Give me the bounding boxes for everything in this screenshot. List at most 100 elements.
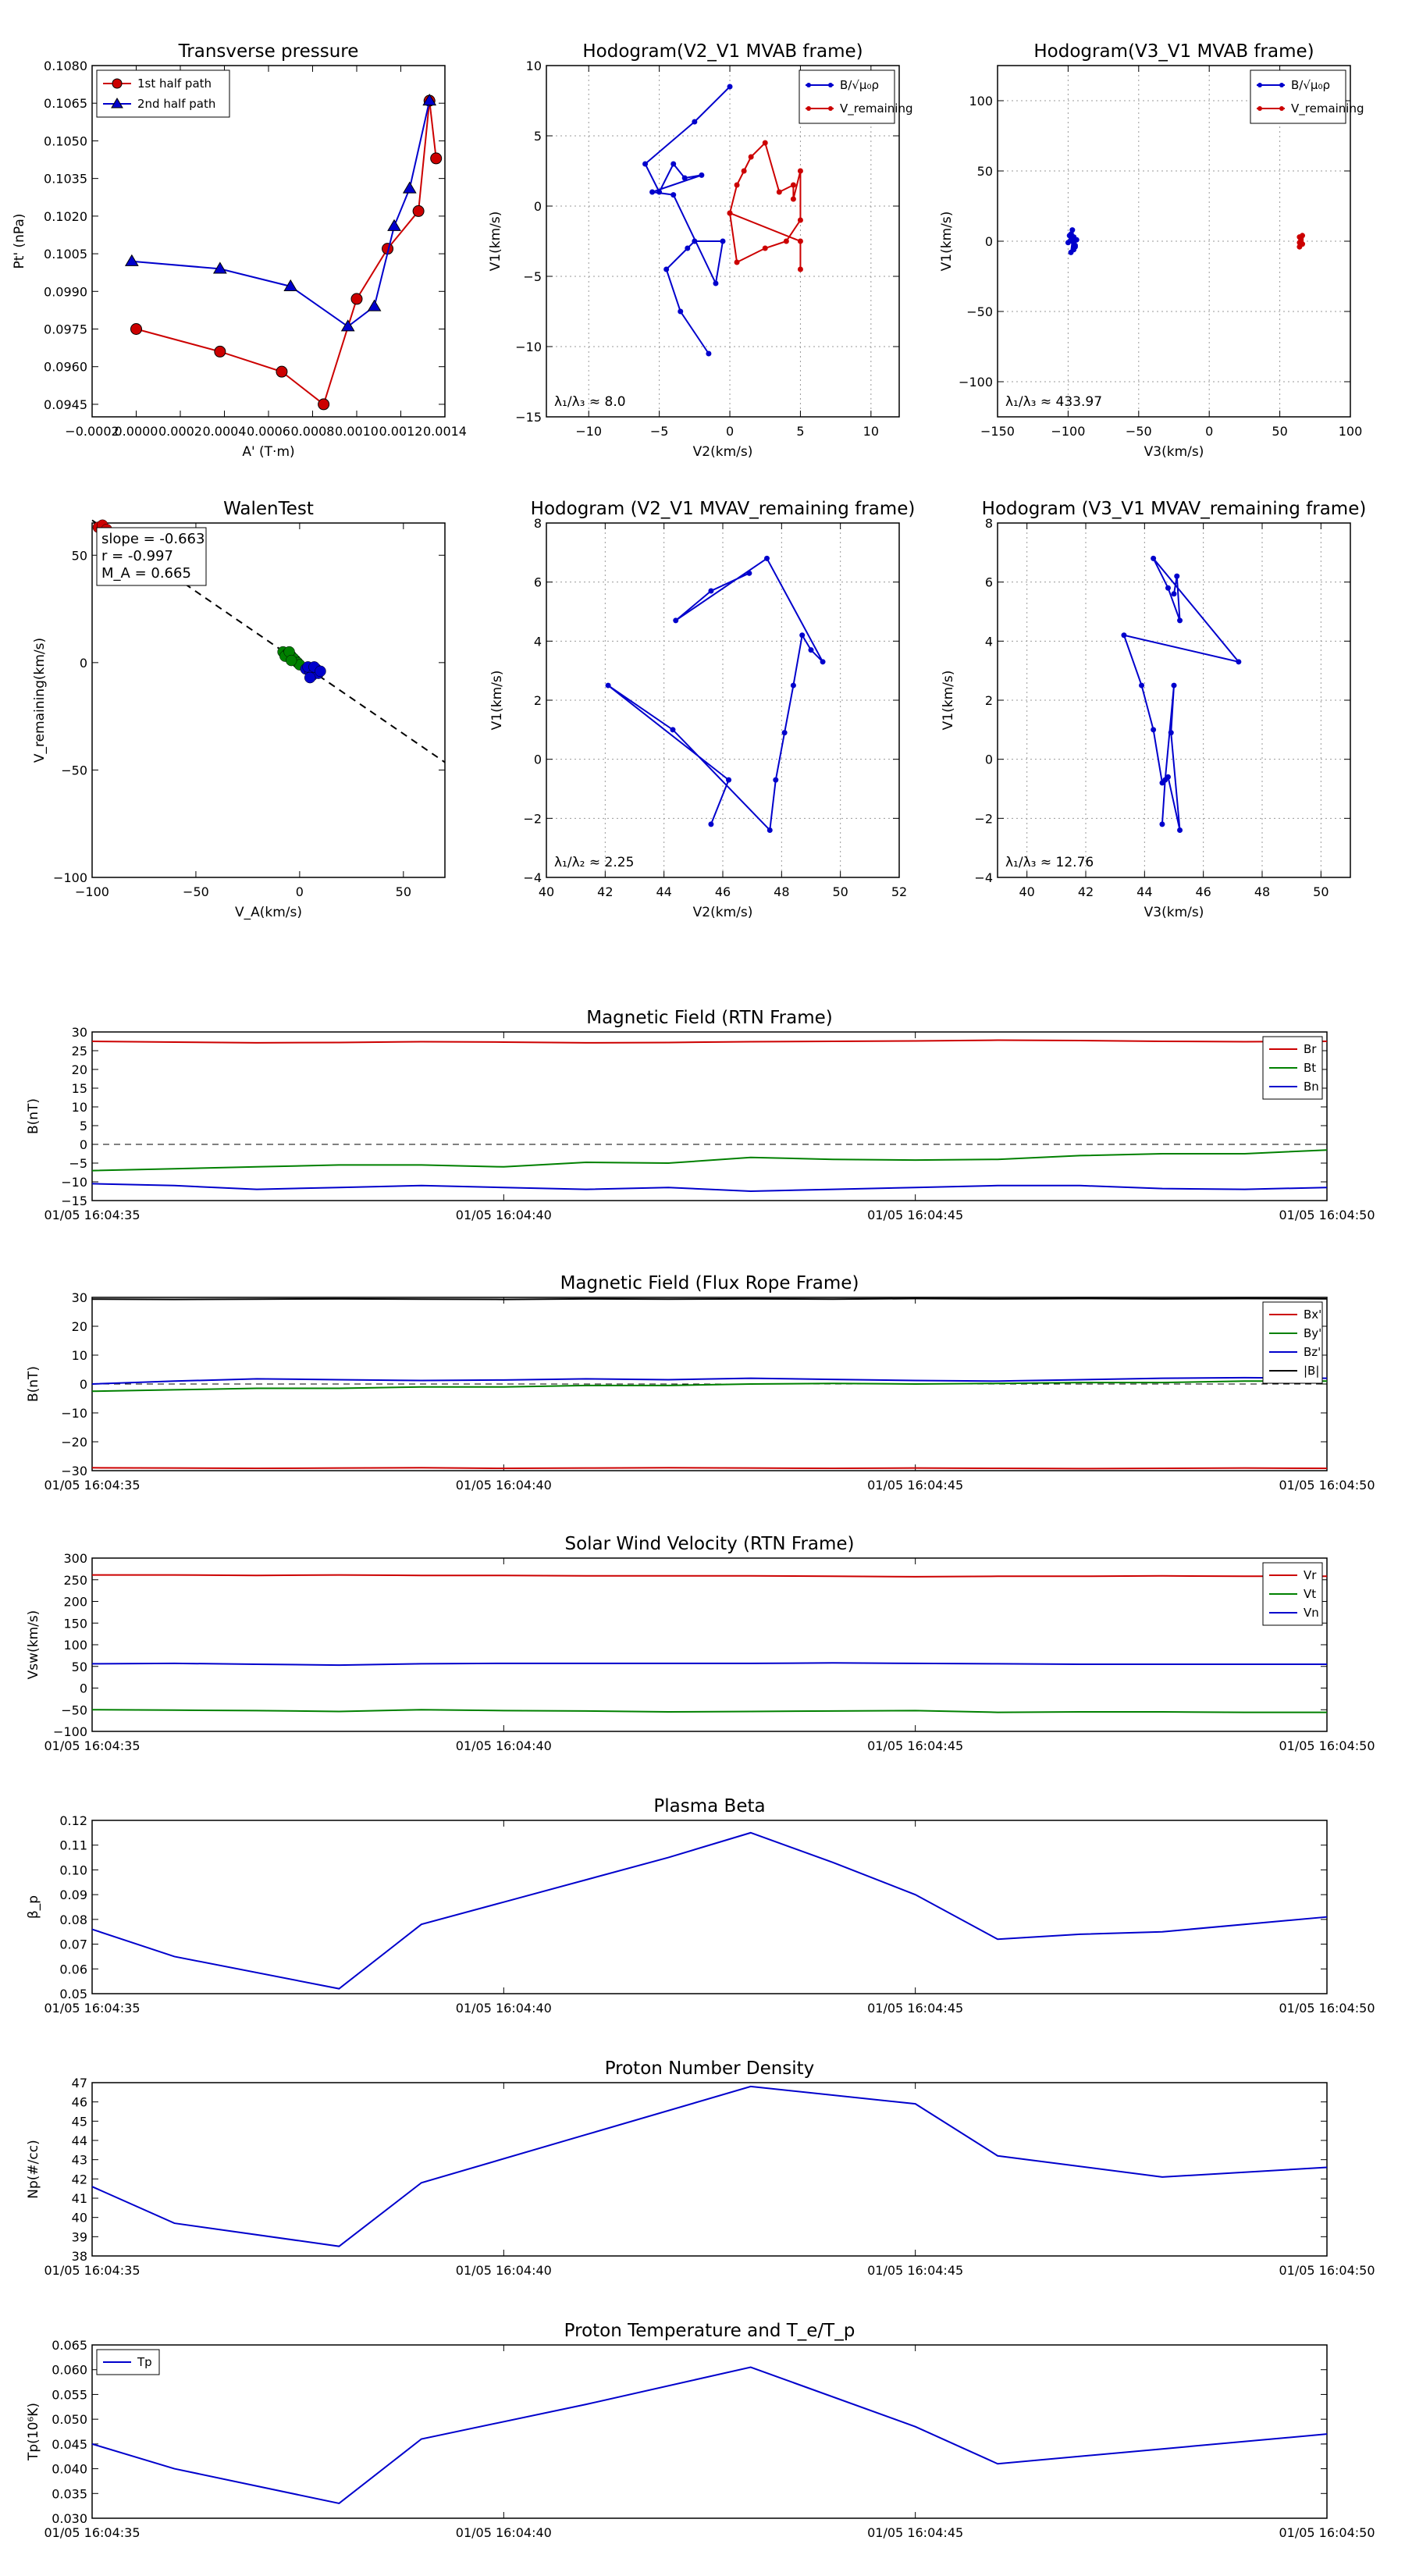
y-tick-label: −10 (515, 340, 542, 354)
x-axis-label: V3(km/s) (1144, 905, 1204, 920)
series-line-B (644, 86, 731, 354)
y-tick-label: 0.060 (52, 2363, 87, 2378)
y-tick-label: 0 (985, 753, 993, 767)
y-tick-label: 30 (72, 1290, 87, 1305)
series-line-Vn (91, 1662, 1327, 1667)
legend-marker (828, 106, 833, 111)
x-tick-label: −50 (1126, 424, 1152, 439)
x-tick-label: 42 (597, 884, 613, 899)
legend-label: Tp (137, 2355, 152, 2369)
chart-title: Hodogram(V2_V1 MVAB frame) (582, 41, 863, 62)
data-point (748, 154, 754, 160)
x-tick-label: 01/05 16:04:35 (44, 2525, 140, 2540)
legend-label: V_remaining (1291, 101, 1364, 116)
data-point (1068, 249, 1074, 255)
x-tick-label: 100 (1339, 424, 1363, 439)
y-tick-label: 0.1080 (44, 59, 87, 73)
y-tick-label: 100 (63, 1638, 87, 1653)
data-point (1066, 233, 1072, 239)
x-tick-label: 01/05 16:04:45 (867, 2263, 963, 2278)
y-tick-label: 8 (985, 516, 993, 531)
x-tick-label: 0.0004 (203, 424, 247, 439)
y-axis-label: V_remaining(km/s) (32, 638, 48, 763)
x-tick-label: 01/05 16:04:45 (867, 2525, 963, 2540)
data-point (790, 182, 796, 188)
y-tick-label: 0.10 (59, 1863, 87, 1877)
y-tick-label: 43 (72, 2153, 87, 2168)
y-tick-label: 41 (72, 2191, 87, 2206)
y-tick-label: 20 (72, 1062, 87, 1077)
y-axis-label: B(nT) (26, 1366, 41, 1402)
x-tick-label: 01/05 16:04:35 (44, 1208, 140, 1222)
data-point (1071, 234, 1077, 240)
series-line-By (91, 1380, 1327, 1393)
x-tick-label: 42 (1078, 884, 1094, 899)
y-tick-label: 6 (534, 575, 542, 590)
x-axis-label: V3(km/s) (1144, 444, 1204, 460)
y-tick-label: 300 (63, 1551, 87, 1566)
data-point (734, 259, 740, 265)
data-point (212, 262, 227, 274)
data-point (1168, 730, 1174, 736)
chart-hodo3: Hodogram (V2_V1 MVAV_remaining frame) −4 −… (489, 499, 915, 920)
series-line-Bz (91, 1376, 1328, 1385)
x-tick-label: 0 (296, 884, 304, 899)
legend-label: Vn (1304, 1606, 1319, 1620)
legend-label: 2nd half path (137, 97, 215, 111)
y-tick-label: 0.1065 (44, 96, 87, 111)
chart-title: Proton Number Density (605, 2058, 815, 2079)
data-point (1171, 682, 1177, 688)
y-tick-label: 0 (80, 1681, 87, 1696)
axes-frame (546, 65, 900, 418)
data-point (1159, 821, 1165, 827)
y-tick-label: 0.0990 (44, 284, 87, 299)
y-tick-label: −4 (523, 870, 542, 885)
y-axis-label: Np(#/cc) (26, 2140, 41, 2198)
data-point (685, 245, 691, 251)
walen-annotation: r = -0.997 (101, 548, 173, 564)
data-point (678, 308, 684, 315)
data-point (1065, 240, 1071, 246)
series-line-hodogram (607, 557, 823, 832)
y-axis-label: β_p (26, 1895, 41, 1919)
walen-point (285, 654, 297, 667)
legend-label: Bt (1304, 1061, 1316, 1075)
x-tick-label: 01/05 16:04:40 (456, 2263, 552, 2278)
x-tick-label: 01/05 16:04:40 (456, 1478, 552, 1493)
legend-label: Bz' (1304, 1345, 1321, 1359)
data-point (1298, 237, 1304, 243)
data-point (430, 152, 443, 165)
y-tick-label: 30 (72, 1025, 87, 1040)
y-tick-label: −10 (61, 1175, 87, 1190)
walen-annotation: slope = -0.663 (101, 531, 205, 547)
data-point (681, 175, 688, 181)
data-point (767, 827, 773, 833)
x-tick-label: 0.0008 (291, 424, 335, 439)
y-axis-label: B(nT) (26, 1098, 41, 1134)
y-tick-label: 0.0960 (44, 360, 87, 375)
x-tick-label: 0 (1205, 424, 1213, 439)
y-tick-label: 0.07 (59, 1937, 87, 1952)
legend-label: Vt (1304, 1587, 1316, 1601)
fit-line (91, 519, 446, 763)
data-point (790, 196, 796, 202)
legend-box (1250, 69, 1346, 124)
ratio-annotation: λ₁/λ₃ ≈ 433.97 (1005, 394, 1102, 410)
data-point (283, 279, 298, 291)
y-tick-label: 39 (72, 2229, 87, 2244)
chart-hodo2: Hodogram(V3_V1 MVAB frame) −100 −50 0 50 100 −… (939, 41, 1364, 460)
data-point (670, 161, 677, 167)
y-tick-label: 46 (72, 2095, 87, 2110)
y-tick-label: 100 (969, 94, 993, 109)
legend-marker (1257, 83, 1262, 87)
legend-label: By' (1304, 1326, 1321, 1340)
x-tick-label: 01/05 16:04:35 (44, 2263, 140, 2278)
y-tick-label: 0.1020 (44, 209, 87, 224)
y-tick-label: 250 (63, 1573, 87, 1588)
data-point (412, 205, 425, 217)
data-point (1069, 227, 1076, 233)
y-axis-label: V1(km/s) (939, 212, 955, 272)
y-tick-label: 50 (72, 548, 87, 563)
x-tick-label: 50 (1313, 884, 1329, 899)
ratio-annotation: λ₁/λ₃ ≈ 12.76 (1005, 855, 1094, 870)
